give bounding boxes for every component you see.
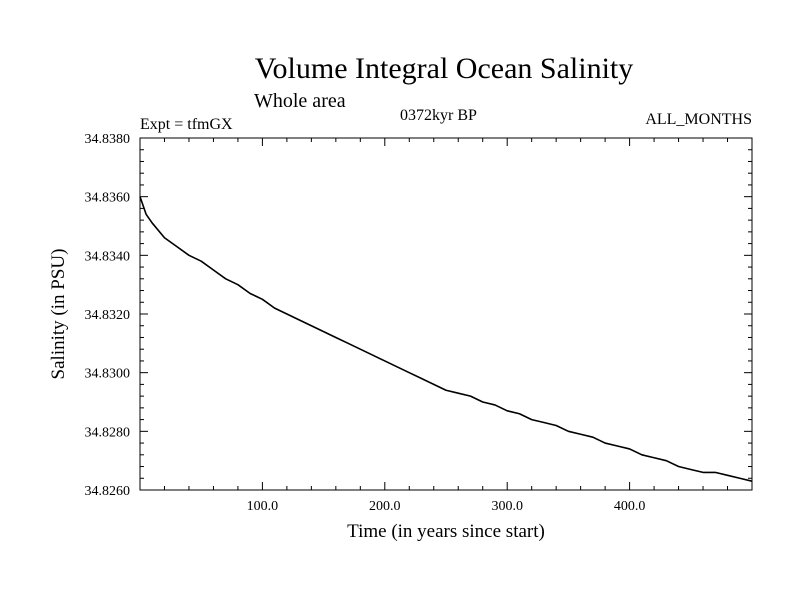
y-tick-label: 34.8380 bbox=[85, 132, 131, 147]
y-tick-label: 34.8300 bbox=[85, 367, 131, 382]
y-tick-label: 34.8280 bbox=[85, 425, 131, 440]
chart-title: Volume Integral Ocean Salinity bbox=[254, 52, 634, 85]
salinity-line bbox=[139, 196, 753, 482]
months-label: ALL_MONTHS bbox=[645, 111, 752, 128]
chart-subtitle: Whole area bbox=[254, 90, 346, 112]
y-tick-label: 34.8260 bbox=[85, 484, 131, 499]
x-tick-label: 300.0 bbox=[491, 499, 523, 514]
y-tick-label: 34.8340 bbox=[85, 249, 131, 264]
experiment-label: Expt = tfmGX bbox=[140, 116, 233, 133]
axis-ticks bbox=[140, 138, 752, 490]
y-tick-label: 34.8360 bbox=[85, 191, 131, 206]
x-tick-label: 400.0 bbox=[614, 499, 646, 514]
x-axis-label: Time (in years since start) bbox=[347, 521, 545, 542]
y-axis-label: Salinity (in PSU) bbox=[48, 249, 69, 380]
y-tick-label: 34.8320 bbox=[85, 308, 131, 323]
period-label: 0372kyr BP bbox=[400, 107, 477, 124]
tick-labels: 100.0 200.0 300.0 400.0 34.8260 34.8280 34.830… bbox=[85, 132, 646, 514]
plot-frame bbox=[139, 137, 753, 491]
x-tick-label: 100.0 bbox=[247, 499, 279, 514]
x-tick-label: 200.0 bbox=[369, 499, 401, 514]
